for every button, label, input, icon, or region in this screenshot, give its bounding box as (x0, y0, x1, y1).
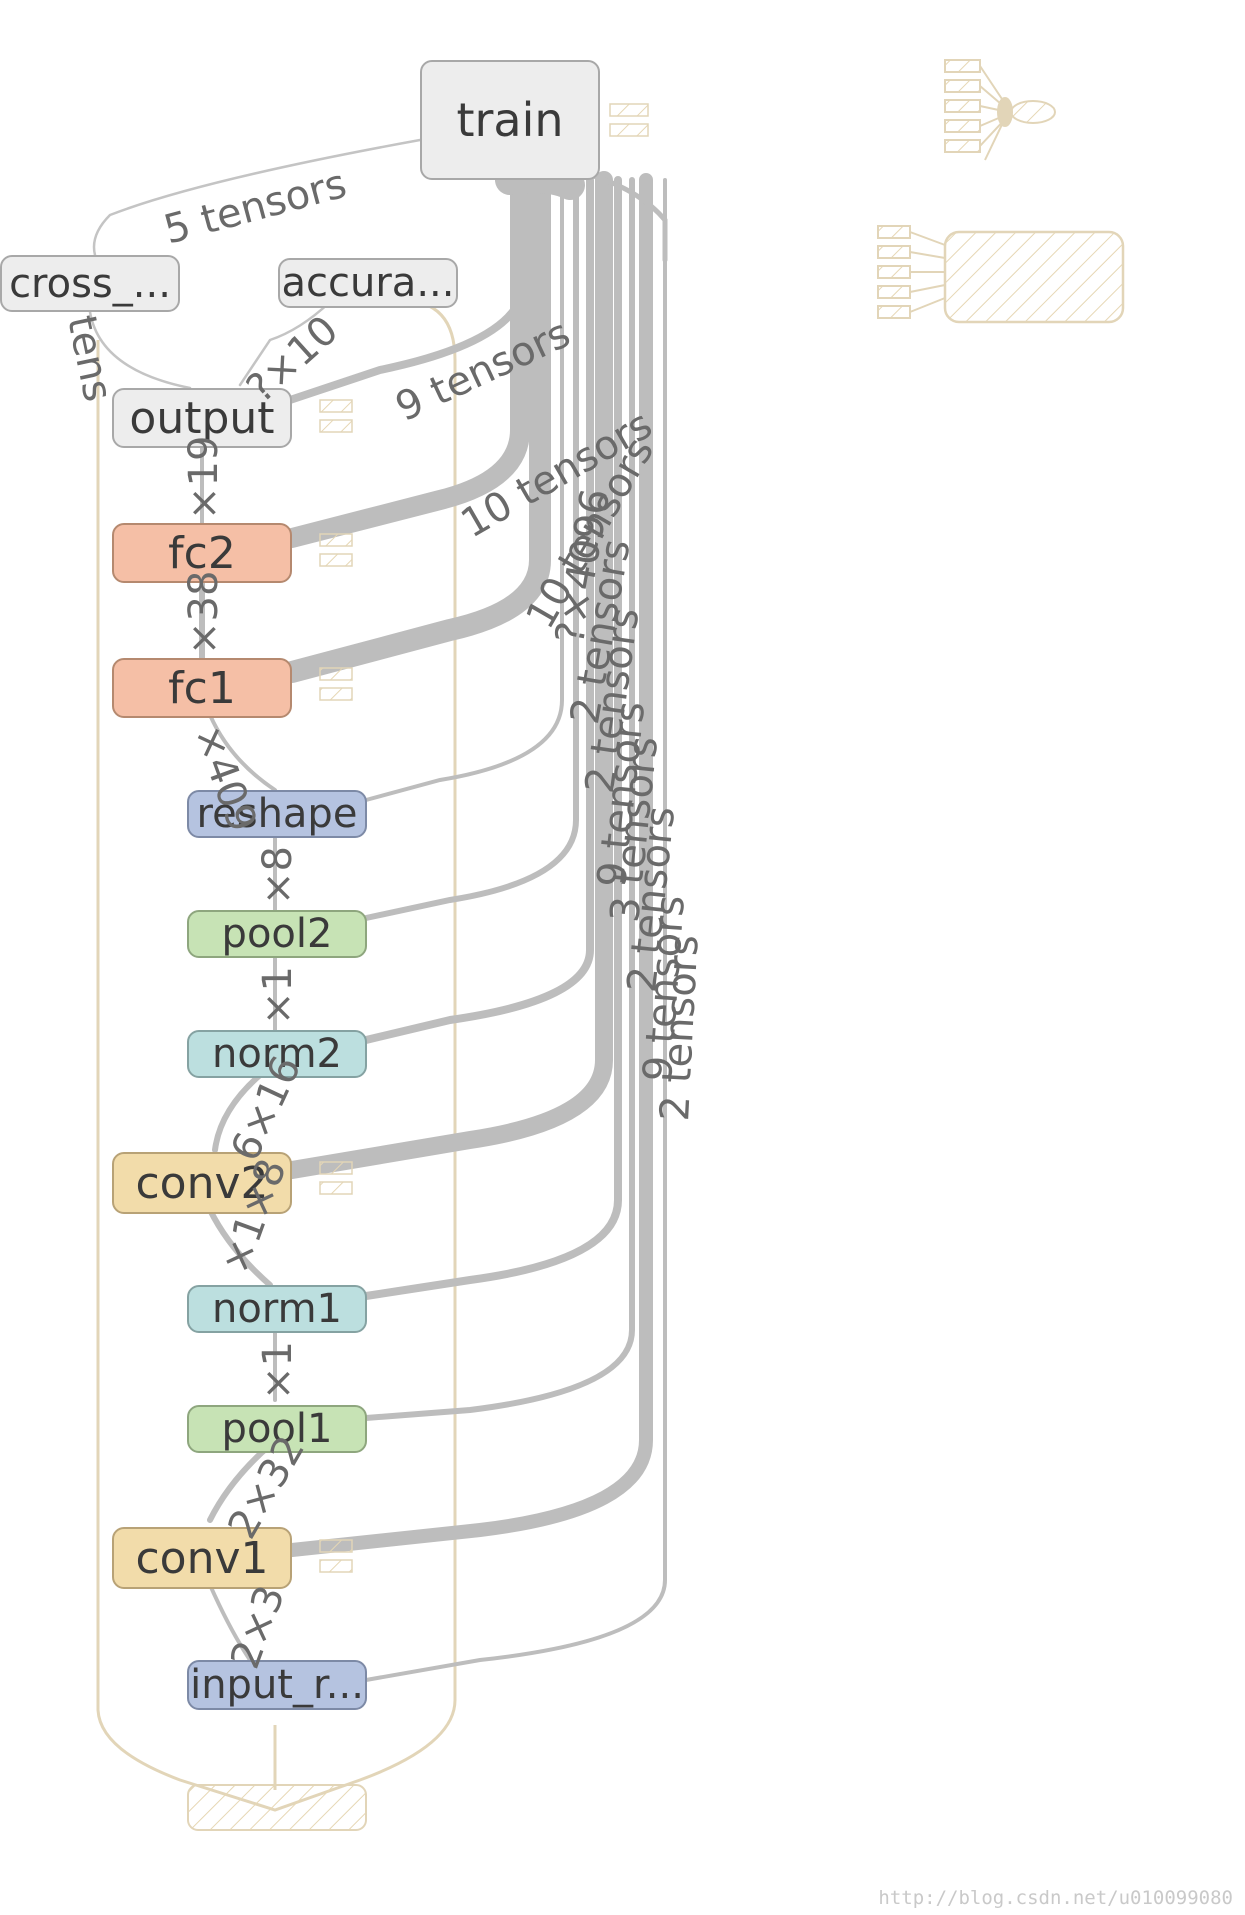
node-norm1[interactable]: norm1 (187, 1285, 367, 1333)
edge-label-norm1-pool1: ×1 (255, 1341, 301, 1400)
side-input-markers (319, 103, 649, 1573)
watermark-url: http://blog.csdn.net/u010099080 (878, 1887, 1233, 1909)
edge-label-reshape-pool2: ×8 (255, 846, 301, 905)
node-output[interactable]: output (112, 388, 292, 448)
node-conv1[interactable]: conv1 (112, 1527, 292, 1589)
hatched-summary-node (187, 1784, 367, 1831)
node-pool2[interactable]: pool2 (187, 910, 367, 958)
aux-input-arrows (877, 225, 946, 319)
group-outline (96, 298, 457, 1812)
node-train[interactable]: train (420, 60, 600, 180)
node-reshape[interactable]: reshape (187, 790, 367, 838)
node-cross-entropy[interactable]: cross_... (0, 255, 180, 312)
node-input-reshape[interactable]: input_r... (187, 1660, 367, 1710)
edge-label-pool2-norm2: ×1 (255, 966, 301, 1025)
node-pool1[interactable]: pool1 (187, 1405, 367, 1453)
node-fc2[interactable]: fc2 (112, 523, 292, 583)
node-conv2[interactable]: conv2 (112, 1152, 292, 1214)
aux-hatched-node (943, 230, 1125, 324)
node-fc1[interactable]: fc1 (112, 658, 292, 718)
edge-label-fc2-fc1: ×38 (181, 570, 227, 655)
edges (88, 138, 668, 1682)
aux-ellipse-node (944, 59, 1056, 161)
edge-label-output-fc2: ×19 (181, 435, 227, 520)
node-norm2[interactable]: norm2 (187, 1030, 367, 1078)
edge-label-right-8: 2 tensors (652, 933, 708, 1123)
node-accuracy[interactable]: accura... (278, 258, 458, 308)
